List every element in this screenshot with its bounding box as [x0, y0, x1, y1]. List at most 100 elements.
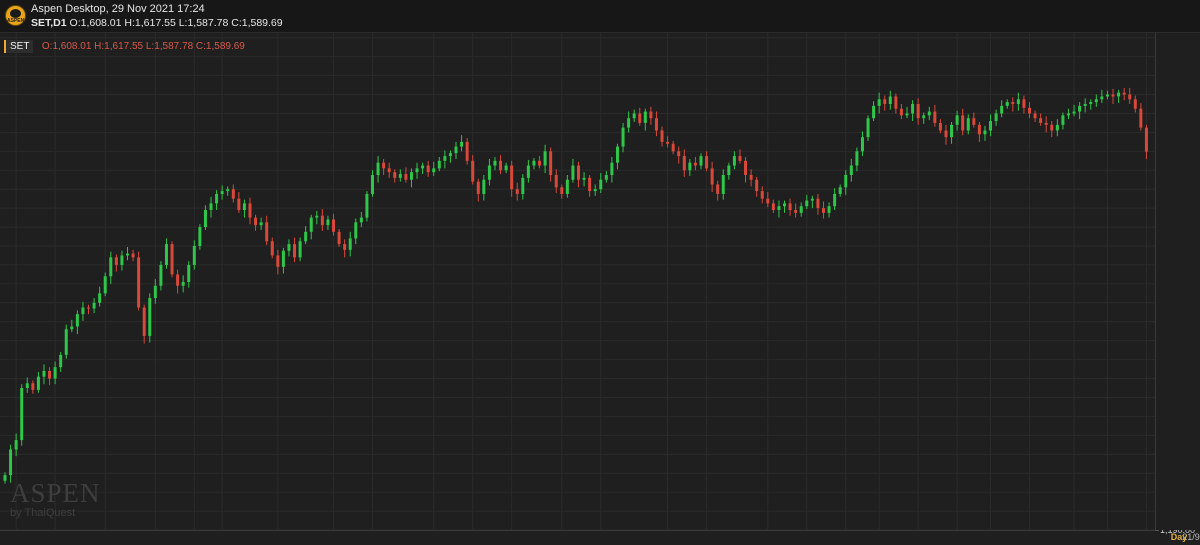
candle-body: [376, 162, 380, 175]
candle-body: [1144, 127, 1148, 152]
candle-body: [1105, 94, 1109, 97]
candle-body: [14, 440, 18, 450]
candle-body: [816, 198, 820, 209]
candle-body: [688, 162, 692, 171]
candle-body: [1072, 111, 1076, 114]
candle-body: [989, 121, 993, 131]
aspen-logo-text: ASPEN: [7, 18, 25, 24]
candle-body: [744, 160, 748, 175]
candle-body: [70, 326, 74, 330]
candle-body: [521, 177, 525, 194]
candle-body: [577, 165, 580, 180]
candle-body: [1094, 99, 1098, 103]
candle-body: [849, 165, 853, 175]
candle-body: [805, 200, 809, 207]
price-axis[interactable]: [1155, 33, 1200, 530]
candle-body: [120, 255, 124, 265]
candle-body: [493, 160, 497, 166]
candle-body: [259, 222, 263, 226]
candle-body: [92, 302, 96, 309]
candle-body: [398, 174, 402, 178]
candle-body: [237, 198, 241, 211]
candle-body: [1078, 105, 1082, 112]
candle-body: [176, 274, 180, 286]
window-title: Aspen Desktop, 29 Nov 2021 17:24: [31, 3, 205, 15]
candle-body: [293, 244, 297, 258]
candle-body: [465, 141, 469, 161]
watermark-sub: by ThaiQuest: [10, 507, 76, 519]
candle-body: [370, 175, 374, 194]
chart-legend: SET O:1,608.01 H:1,617.55 L:1,587.78 C:1…: [4, 38, 245, 54]
candle-body: [348, 238, 352, 250]
candle-body: [994, 113, 998, 122]
candle-body: [615, 146, 619, 163]
candle-body: [604, 175, 608, 180]
candle-body: [515, 189, 519, 194]
candle-body: [1039, 118, 1043, 123]
candle-body: [343, 244, 347, 250]
aspen-logo-icon[interactable]: ASPEN: [5, 5, 26, 26]
candle-body: [783, 203, 787, 207]
candle-body: [31, 383, 35, 390]
candle-body: [727, 165, 731, 175]
candle-body: [170, 244, 174, 275]
candle-body: [1011, 102, 1015, 104]
candle-body: [159, 264, 163, 286]
candle-body: [983, 130, 987, 135]
candle-body: [148, 298, 152, 336]
candle-body: [337, 231, 341, 245]
candle-body: [482, 179, 486, 194]
candle-body: [421, 165, 425, 169]
candle-body: [838, 187, 842, 194]
candle-body: [1016, 99, 1020, 104]
candle-body: [894, 96, 898, 109]
candle-body: [938, 122, 942, 131]
candle-body: [682, 156, 686, 171]
candle-body: [883, 99, 887, 104]
candle-body: [833, 193, 837, 207]
candle-body: [131, 253, 135, 258]
candle-body: [209, 203, 213, 211]
candle-body: [332, 219, 336, 232]
chart-header: ASPEN Aspen Desktop, 29 Nov 2021 17:24 S…: [0, 0, 1200, 33]
candle-body: [354, 222, 358, 239]
candle-body: [1061, 115, 1065, 125]
candle-body: [276, 255, 280, 267]
candle-body: [187, 264, 191, 282]
candle-body: [164, 244, 168, 265]
candle-body: [365, 193, 369, 218]
candle-body: [25, 383, 29, 388]
candle-body: [393, 172, 397, 178]
candle-body: [309, 217, 313, 232]
candle-body: [75, 314, 79, 327]
candle-body: [1050, 124, 1054, 131]
candle-body: [877, 99, 881, 106]
candle-body: [487, 165, 491, 180]
candle-body: [766, 198, 770, 204]
candle-body: [821, 208, 825, 213]
candle-body: [1083, 104, 1087, 106]
candle-body: [304, 231, 308, 242]
symbol-badge[interactable]: SET: [4, 40, 34, 54]
candle-body: [755, 179, 759, 192]
candle-body: [565, 179, 569, 194]
candle-body: [549, 151, 553, 175]
candle-body: [916, 104, 920, 119]
candle-body: [1022, 99, 1026, 108]
candle-body: [972, 118, 976, 125]
candle-body: [448, 153, 452, 157]
candle-body: [454, 146, 458, 154]
timeframe-day-button[interactable]: Day: [1170, 532, 1188, 542]
time-axis[interactable]: [0, 530, 1155, 545]
candle-body: [499, 160, 503, 171]
candle-body: [738, 156, 742, 161]
candle-body: [794, 210, 798, 213]
candle-body: [53, 367, 57, 379]
candle-body: [36, 376, 40, 390]
candle-body: [1100, 96, 1104, 100]
candle-body: [671, 143, 675, 152]
candle-body: [693, 162, 697, 166]
legend-ohlc: O:1,608.01 H:1,617.55 L:1,587.78 C:1,589…: [41, 41, 245, 53]
candle-body: [471, 160, 475, 182]
